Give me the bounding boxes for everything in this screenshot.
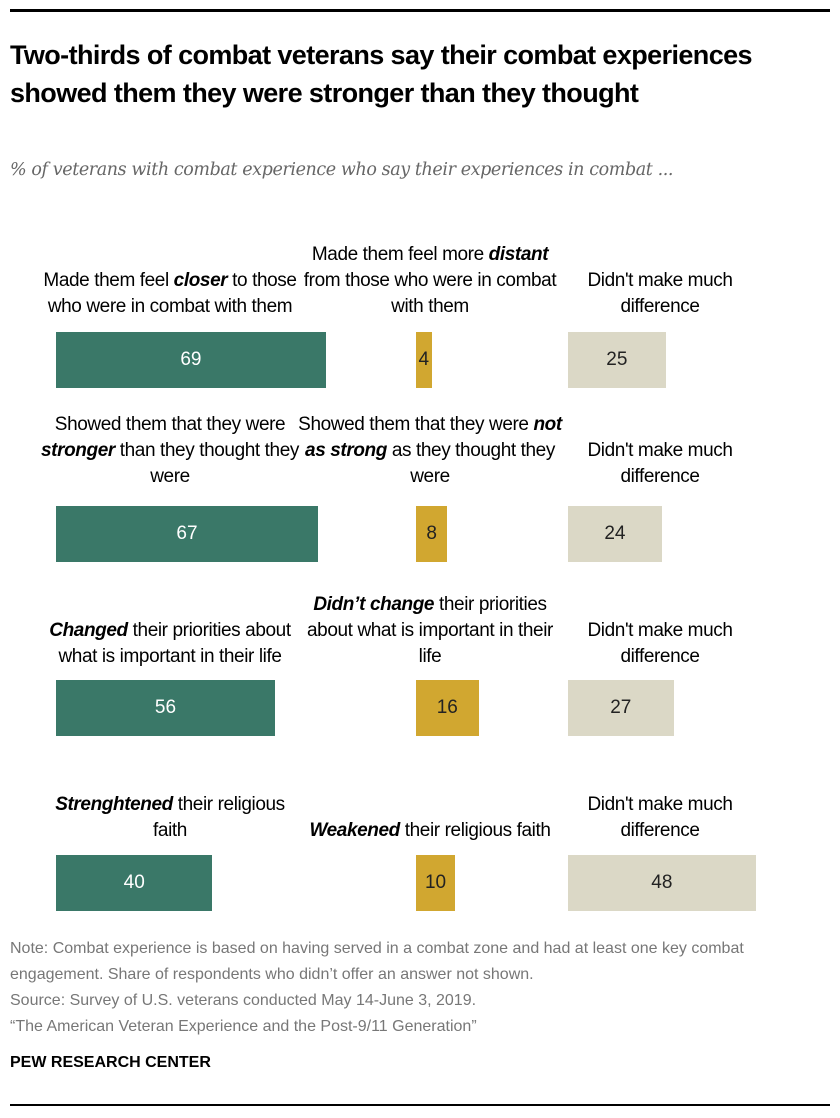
- bar-row-1-negative: 4: [416, 332, 432, 388]
- label-pre: Didn't make much difference: [587, 270, 733, 317]
- top-rule: [10, 9, 830, 12]
- label-em: stronger: [41, 440, 115, 461]
- row-3-neutral-label: Didn't make much difference: [560, 580, 760, 670]
- bar-row-2-neutral: 24: [568, 506, 662, 562]
- data-label: 69: [180, 349, 202, 370]
- label-pre: Made them feel: [43, 270, 174, 291]
- row-1-positive-label: Made them feel closer to those who were …: [40, 230, 300, 320]
- data-label: 24: [604, 523, 626, 544]
- row-1-negative-label: Made them feel more distant from those w…: [295, 230, 565, 320]
- label-post: their religious faith: [153, 794, 285, 841]
- bottom-rule: [10, 1104, 830, 1106]
- label-em: distant: [488, 244, 549, 265]
- label-em: Changed: [49, 620, 128, 641]
- label-pre: Showed them that they were: [298, 414, 534, 435]
- chart-title: Two-thirds of combat veterans say their …: [10, 40, 753, 108]
- label-em: Didn’t change: [313, 594, 435, 615]
- label-em: closer: [173, 270, 228, 291]
- bar-row-2-negative: 8: [416, 506, 448, 562]
- data-label: 10: [424, 872, 447, 893]
- bar-row-3-positive: 56: [56, 680, 275, 736]
- chart-subtitle: % of veterans with combat experience who…: [10, 160, 674, 180]
- bar-row-4-neutral: 48: [568, 855, 756, 911]
- label-pre: Didn't make much difference: [587, 794, 733, 841]
- data-label: 25: [606, 349, 628, 370]
- brand-logo: PEW RESEARCH CENTER: [10, 1054, 211, 1071]
- label-em: Strenghtened: [55, 794, 173, 815]
- row-2-positive-label: Showed them that they were stronger than…: [40, 400, 300, 490]
- bar-row-3-neutral: 27: [568, 680, 674, 736]
- label-post: from those who were in combat with them: [303, 270, 557, 317]
- row-2-negative-label: Showed them that they were not as strong…: [295, 400, 565, 490]
- source-text: Source: Survey of U.S. veterans conducte…: [10, 992, 477, 1009]
- label-em: not as strong: [305, 414, 562, 461]
- bar-row-4-negative: 10: [416, 855, 456, 911]
- note-text: Note: Combat experience is based on havi…: [10, 940, 744, 983]
- label-post: their religious faith: [399, 820, 551, 841]
- bar-row-4-positive: 40: [56, 855, 213, 911]
- data-label: 4: [418, 349, 430, 370]
- row-4-neutral-label: Didn't make much difference: [560, 754, 760, 844]
- label-em: Weakened: [309, 820, 400, 841]
- footnote: Note: Combat experience is based on havi…: [10, 936, 830, 1040]
- data-label: 56: [154, 697, 177, 718]
- data-label: 67: [176, 523, 198, 544]
- data-label: 27: [610, 697, 632, 718]
- label-post: to those who were in combat with them: [47, 270, 297, 317]
- label-pre: Made them feel more: [311, 244, 489, 265]
- bar-row-3-negative: 16: [416, 680, 479, 736]
- data-label: 16: [436, 697, 458, 718]
- report-title: “The American Veteran Experience and the…: [10, 1018, 477, 1035]
- label-post: their priorities about what is important…: [58, 620, 291, 667]
- label-pre: Didn't make much difference: [587, 620, 733, 667]
- label-post: than they thought they were: [114, 440, 300, 487]
- label-post: their priorities about what is important…: [307, 594, 553, 667]
- bar-row-2-positive: 67: [56, 506, 318, 562]
- label-pre: Didn't make much difference: [587, 440, 733, 487]
- row-4-positive-label: Strenghtened their religious faith: [40, 754, 300, 844]
- row-4-negative-label: Weakened their religious faith: [295, 754, 565, 844]
- row-1-neutral-label: Didn't make much difference: [560, 230, 760, 320]
- data-label: 8: [426, 523, 437, 544]
- row-3-positive-label: Changed their priorities about what is i…: [40, 580, 300, 670]
- data-label: 48: [651, 872, 673, 893]
- data-label: 40: [123, 872, 145, 893]
- bar-row-1-positive: 69: [56, 332, 326, 388]
- bar-row-1-neutral: 25: [568, 332, 666, 388]
- row-3-negative-label: Didn’t change their priorities about wha…: [295, 580, 565, 670]
- row-2-neutral-label: Didn't make much difference: [560, 400, 760, 490]
- label-post: as they thought they were: [386, 440, 556, 487]
- label-pre: Showed them that they were: [54, 414, 286, 435]
